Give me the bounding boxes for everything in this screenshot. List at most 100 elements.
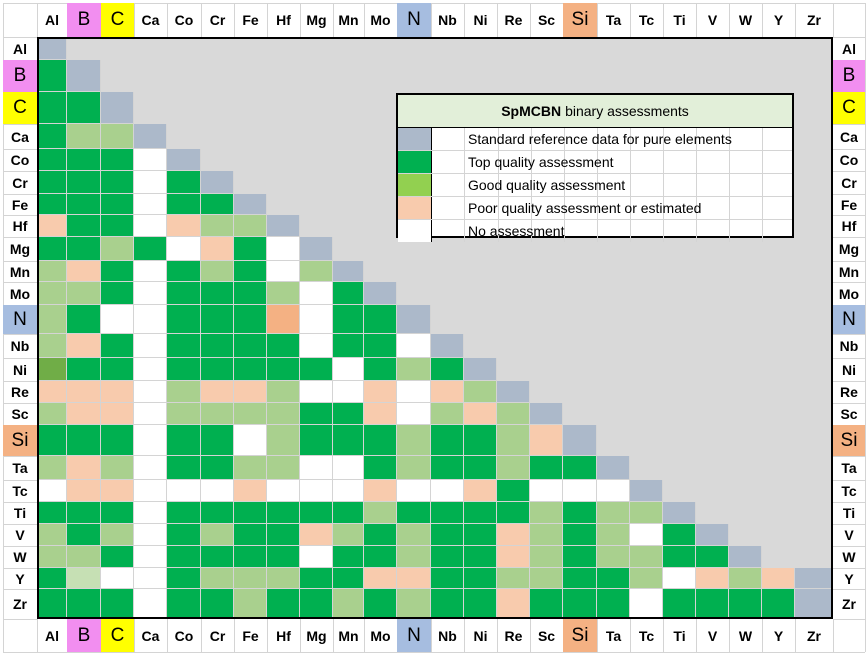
- matrix-cell-Ni-Ca: [134, 358, 167, 381]
- matrix-cell-Sc-Sc: [530, 403, 563, 425]
- col-header-bottom-Cr: Cr: [209, 627, 226, 644]
- matrix-cell-N-B: [67, 305, 101, 334]
- row-header-right-Mo: Mo: [838, 285, 860, 302]
- matrix-cell-Mo-Al: [37, 282, 67, 305]
- row-header-right-Zr: Zr: [842, 596, 856, 612]
- matrix-cell-W-Tc: [630, 546, 663, 568]
- matrix-cell-N-Ca: [134, 305, 167, 334]
- matrix-cell-Tc-B: [67, 480, 101, 502]
- gridline: [630, 3, 631, 37]
- row-header-right-W: W: [842, 549, 856, 565]
- col-header-bottom-V: V: [707, 627, 718, 644]
- row-header-left-Cr: Cr: [12, 174, 28, 191]
- matrix-cell-Mg-Ca: [134, 237, 167, 261]
- matrix-cell-Mg-Hf: [267, 237, 300, 261]
- col-header-bottom-Mn: Mn: [338, 627, 359, 644]
- col-header-bottom-N: N: [397, 619, 431, 652]
- matrix-cell-Tc-Ta: [597, 480, 630, 502]
- matrix-cell-Fe-Al: [37, 194, 67, 215]
- row-header-left-C: C: [3, 92, 37, 124]
- matrix-cell-W-Cr: [201, 546, 234, 568]
- matrix-cell-Tc-Mg: [300, 480, 333, 502]
- legend-swatch-none: [398, 220, 432, 242]
- gridline: [833, 171, 865, 172]
- matrix-cell-Ti-Al: [37, 502, 67, 524]
- matrix-cell-Sc-N: [397, 403, 431, 425]
- legend-title-rest: binary assessments: [565, 103, 689, 119]
- matrix-cell-W-Nb: [431, 546, 464, 568]
- col-header-bottom-Si: Si: [563, 619, 597, 652]
- col-header-top-Y: Y: [773, 12, 784, 28]
- col-header-top-Re: Re: [504, 12, 523, 28]
- matrix-cell-Re-Mn: [333, 381, 364, 403]
- legend-swatch-good: [398, 174, 432, 196]
- col-header-bottom-Nb: Nb: [438, 627, 457, 644]
- legend-title-bold: SpMCBN: [501, 103, 562, 119]
- matrix-cell-Cr-Co: [167, 171, 201, 194]
- matrix-cell-W-Mg: [300, 546, 333, 568]
- matrix-cell-C-C: [101, 92, 134, 124]
- matrix-cell-Ta-Fe: [234, 456, 267, 480]
- row-header-left-V: V: [15, 527, 25, 543]
- matrix-cell-Y-Mo: [364, 568, 397, 589]
- matrix-cell-Sc-Al: [37, 403, 67, 425]
- matrix-cell-Y-Hf: [267, 568, 300, 589]
- matrix-cell-Si-Hf: [267, 425, 300, 456]
- legend-gridline: [630, 220, 631, 242]
- legend-text-good: Good quality assessment: [468, 177, 626, 193]
- gridline: [3, 381, 37, 382]
- matrix-cell-V-N: [397, 524, 431, 546]
- matrix-cell-Zr-Zr: [795, 589, 833, 619]
- matrix-cell-Ni-N: [397, 358, 431, 381]
- matrix-cell-Sc-C: [101, 403, 134, 425]
- matrix-cell-Al-Al: [37, 37, 67, 60]
- matrix-cell-Zr-N: [397, 589, 431, 619]
- matrix-cell-Re-Co: [167, 381, 201, 403]
- matrix-cell-Mg-B: [67, 237, 101, 261]
- gridline: [431, 3, 432, 37]
- matrix-cell-Zr-B: [67, 589, 101, 619]
- gridline: [234, 3, 235, 37]
- matrix-cell-Si-Re: [497, 425, 530, 456]
- matrix-cell-Y-Re: [497, 568, 530, 589]
- matrix-cell-Ni-Ni: [464, 358, 497, 381]
- matrix-cell-Ta-Mg: [300, 456, 333, 480]
- matrix-cell-Mg-Al: [37, 237, 67, 261]
- matrix-cell-W-Sc: [530, 546, 563, 568]
- matrix-cell-Zr-Co: [167, 589, 201, 619]
- matrix-cell-Ta-Co: [167, 456, 201, 480]
- legend-gridline: [498, 174, 499, 196]
- matrix-cell-Y-Ca: [134, 568, 167, 589]
- matrix-cell-N-N: [397, 305, 431, 334]
- row-header-right-Ni: Ni: [842, 361, 856, 378]
- col-header-top-Ca: Ca: [141, 12, 160, 28]
- matrix-cell-N-Fe: [234, 305, 267, 334]
- matrix-cell-Y-Zr: [795, 568, 833, 589]
- legend-swatch-poor: [398, 197, 432, 219]
- matrix-cell-V-Cr: [201, 524, 234, 546]
- gridline: [201, 619, 202, 652]
- matrix-cell-Ti-Si: [563, 502, 597, 524]
- row-header-left-B: B: [3, 60, 37, 92]
- matrix-cell-Zr-Cr: [201, 589, 234, 619]
- row-header-left-Ta: Ta: [12, 460, 28, 476]
- row-header-right-Co: Co: [839, 152, 859, 168]
- matrix-cell-Cr-Ca: [134, 171, 167, 194]
- matrix-cell-Hf-Co: [167, 215, 201, 237]
- matrix-cell-Ta-B: [67, 456, 101, 480]
- matrix-cell-V-B: [67, 524, 101, 546]
- gridline: [833, 619, 834, 652]
- legend-gridline: [663, 128, 664, 150]
- gridline: [37, 619, 38, 652]
- legend-gridline: [630, 128, 631, 150]
- gridline: [833, 403, 865, 404]
- matrix-cell-Y-Y: [762, 568, 795, 589]
- legend-gridline: [564, 174, 565, 196]
- gridline: [300, 3, 301, 37]
- matrix-cell-Ti-B: [67, 502, 101, 524]
- matrix-cell-Ti-N: [397, 502, 431, 524]
- matrix-cell-Tc-Ni: [464, 480, 497, 502]
- matrix-cell-Ni-Mn: [333, 358, 364, 381]
- legend-text-poor: Poor quality assessment or estimated: [468, 200, 702, 216]
